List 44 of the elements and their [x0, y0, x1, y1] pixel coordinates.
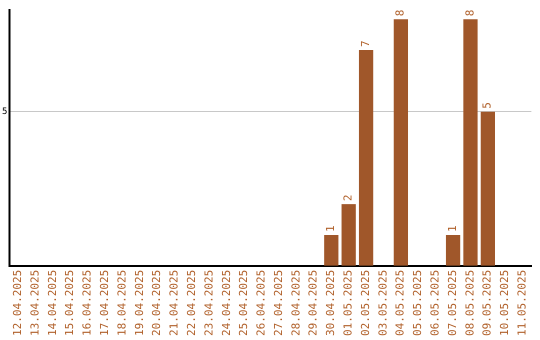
x-tick-label: 01.05.2025: [342, 270, 355, 336]
x-tick-label: 09.05.2025: [480, 270, 494, 336]
x-tick-label: 25.04.2025: [237, 270, 250, 336]
data-label: 1: [446, 225, 459, 232]
x-tick-label: 05.05.2025: [411, 270, 424, 336]
x-tick-label: 03.05.2025: [376, 270, 390, 336]
x-tick-label: 28.04.2025: [289, 270, 302, 336]
x-tick-label: 06.05.2025: [428, 270, 442, 336]
bar: [342, 204, 356, 266]
x-tick-label: 15.04.2025: [63, 270, 76, 336]
x-tick-label: 22.04.2025: [184, 270, 198, 336]
bar: [324, 234, 338, 266]
x-tick-label: 14.04.2025: [46, 270, 59, 336]
data-label: 7: [358, 40, 372, 48]
x-tick-label: 11.05.2025: [516, 270, 529, 336]
bar: [394, 19, 408, 266]
x-tick-label: 04.05.2025: [394, 270, 407, 336]
bar: [480, 112, 496, 266]
x-tick-label: 20.04.2025: [150, 270, 164, 336]
bar: [463, 19, 478, 266]
x-tick-label: 26.04.2025: [254, 270, 268, 336]
x-tick-label: 27.04.2025: [272, 270, 285, 336]
x-tick-label: 13.04.2025: [28, 270, 42, 336]
x-tick-label: 12.04.2025: [10, 270, 24, 336]
x-tick-label: 08.05.2025: [463, 270, 476, 336]
x-tick-label: 21.04.2025: [168, 270, 181, 336]
x-tick-label: 23.04.2025: [202, 270, 216, 336]
x-tick-label: 10.05.2025: [498, 270, 512, 336]
data-label: 5: [480, 102, 494, 109]
data-label: 2: [342, 194, 355, 202]
bar: [358, 50, 374, 266]
x-tick-label: 18.04.2025: [115, 270, 128, 336]
bar: [446, 234, 460, 266]
data-label: 1: [324, 225, 338, 232]
x-tick-label: 19.04.2025: [132, 270, 146, 336]
x-tick-label: 02.05.2025: [358, 270, 372, 336]
x-tick-label: 07.05.2025: [446, 270, 459, 336]
x-tick-label: 16.04.2025: [80, 270, 94, 336]
data-label: 8: [463, 10, 476, 16]
x-tick-label: 17.04.2025: [98, 270, 111, 336]
data-label: 8: [394, 10, 407, 16]
x-tick-label: 30.04.2025: [324, 270, 338, 336]
x-tick-label: 24.04.2025: [220, 270, 233, 336]
x-tick-label: 29.04.2025: [306, 270, 320, 336]
